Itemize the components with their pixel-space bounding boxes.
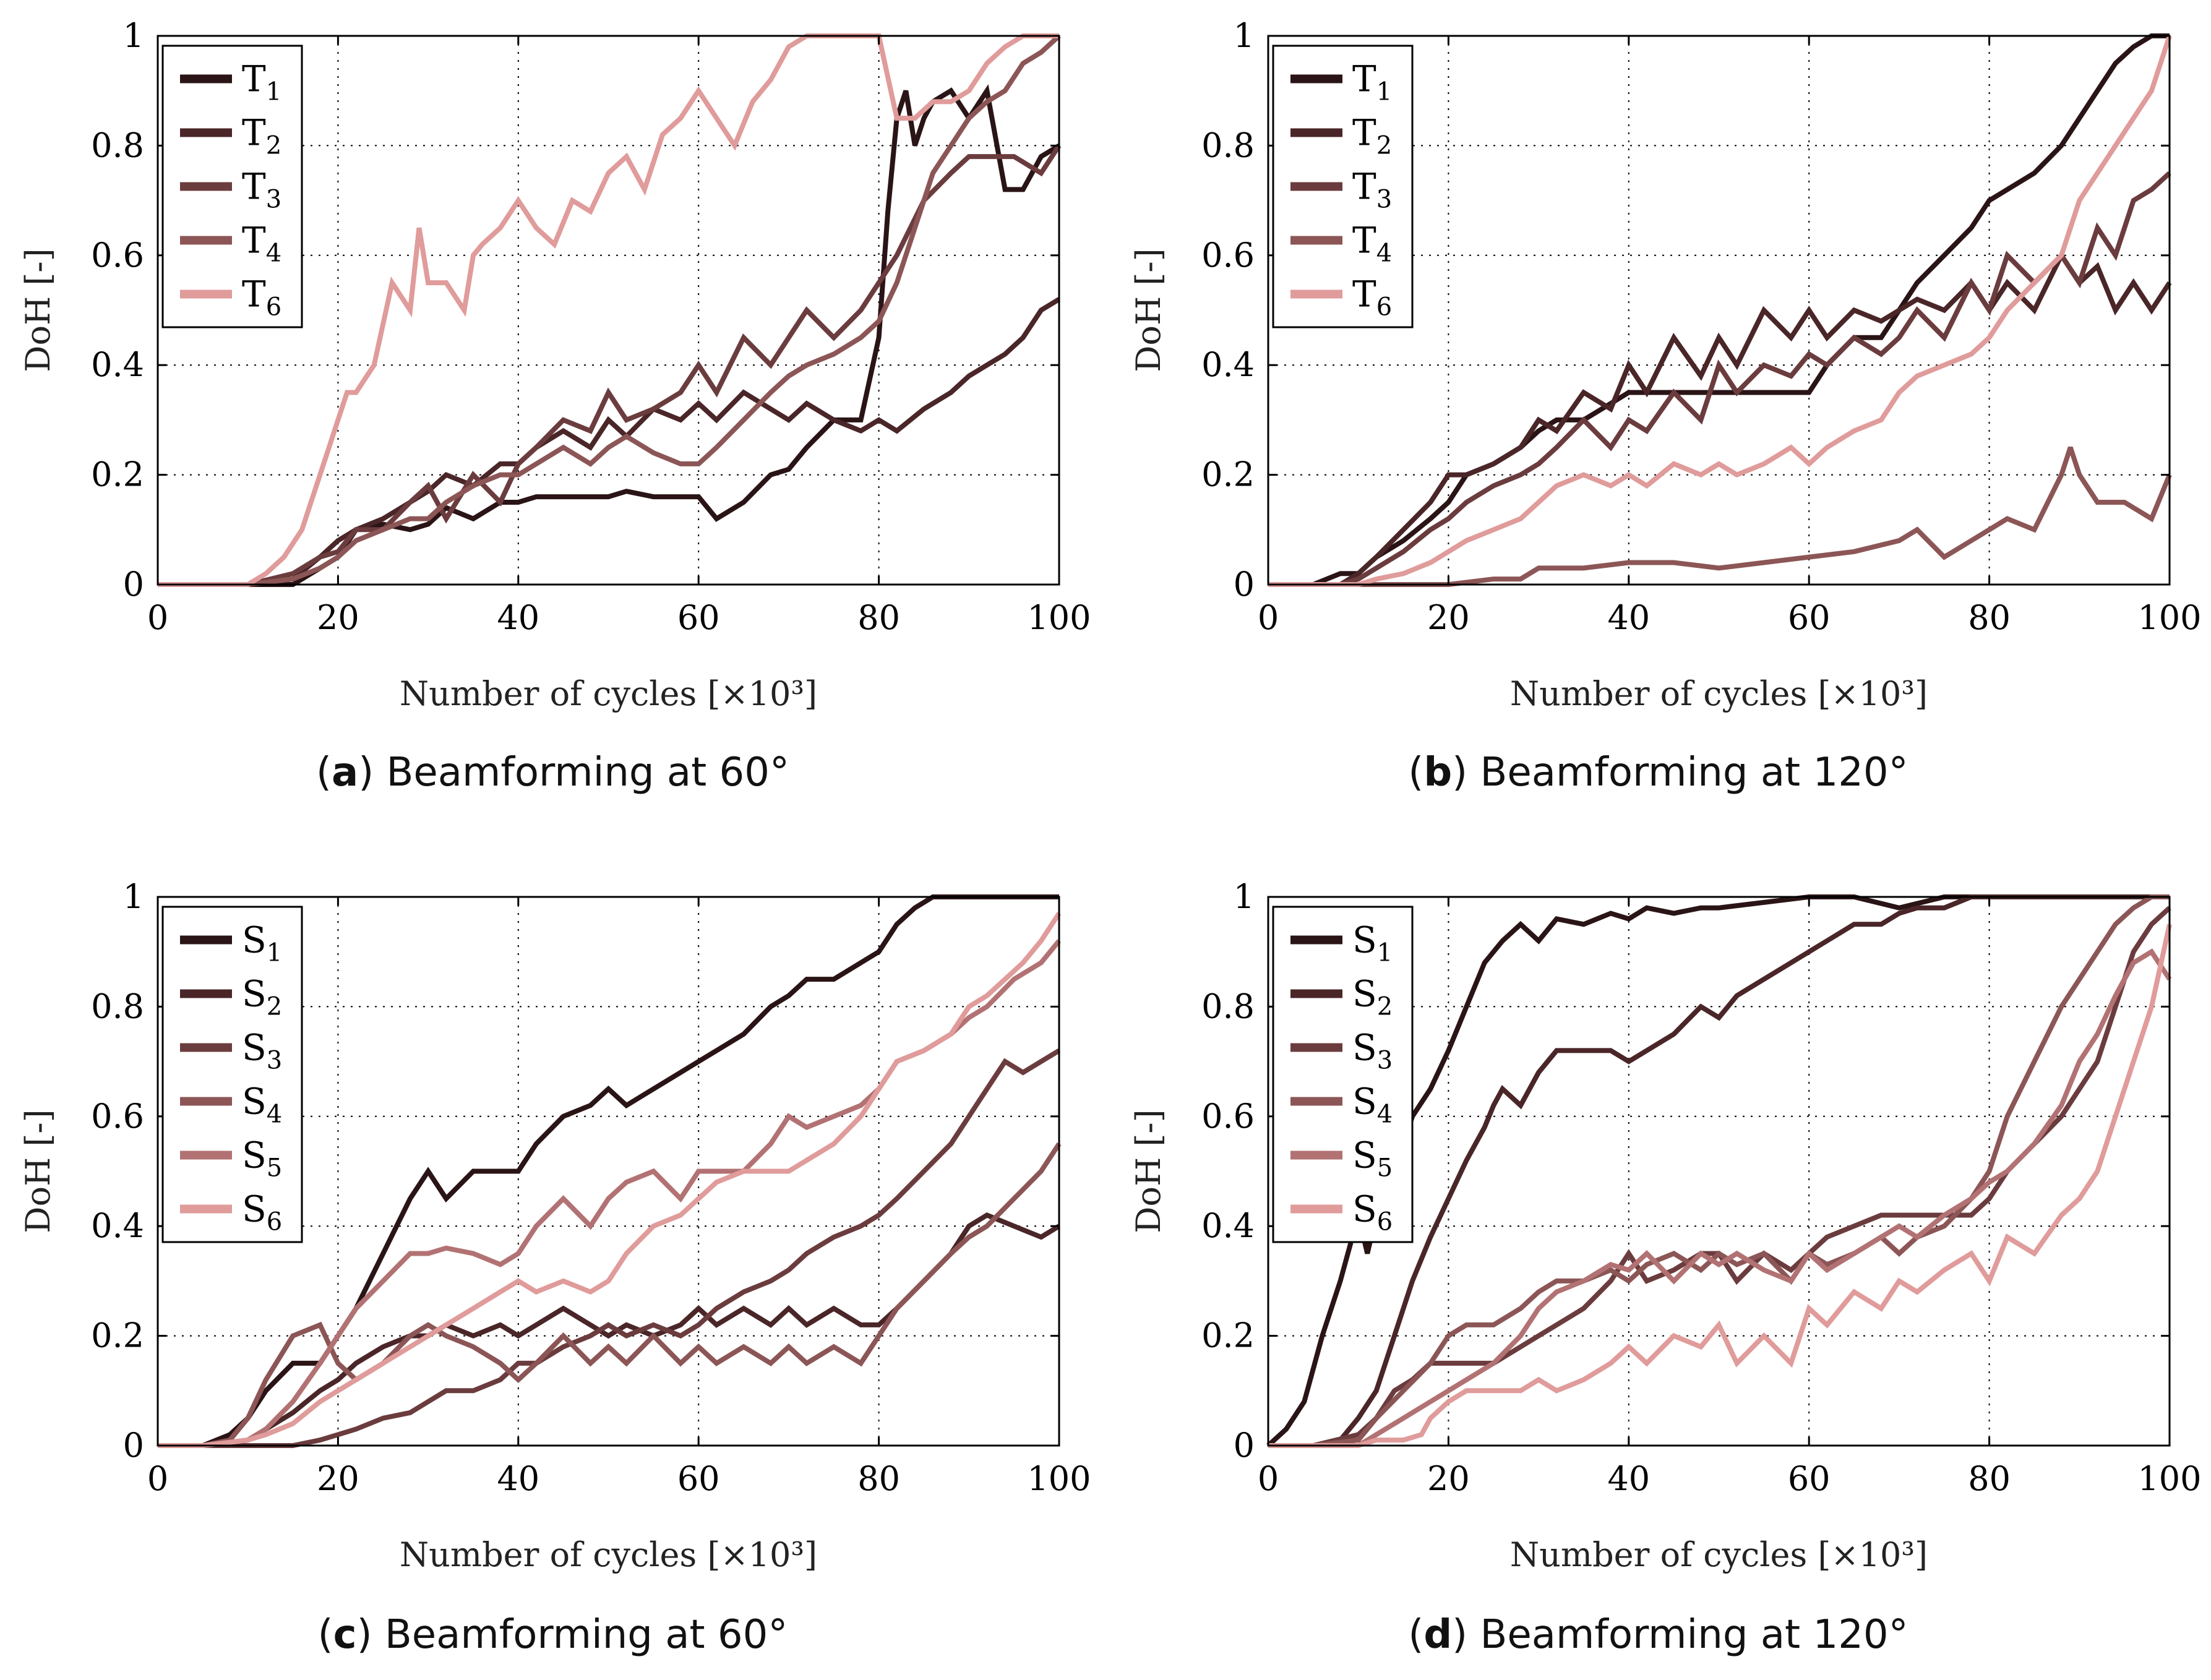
y-tick-label: 0.4 [91,345,144,384]
caption-d-label: d [1423,1612,1453,1658]
series-line-s3 [158,1048,1061,1448]
series-line-t2 [1268,250,2172,587]
x-tick-label: 80 [857,1459,900,1498]
x-tick-label: 60 [677,598,720,637]
caption-a: (a) Beamforming at 60° [316,750,789,795]
axes-frame [1267,896,2171,1447]
caption-c: (c) Beamforming at 60° [317,1612,788,1658]
y-tick-label: 0.4 [1201,1206,1255,1245]
caption-a-text: Beamforming at 60° [386,750,789,795]
chart-panel-a: 0 20 40 60 80 100 0 0.2 0.4 0.6 0.8 1 Number of cycl… [19,16,1091,713]
y-tick-label: 0 [123,1426,144,1465]
x-tick-label: 0 [1258,1459,1279,1498]
y-tick-label: 1 [123,16,144,55]
y-tick-label: 0.6 [91,236,144,275]
x-axis-label: Number of cycles [×10³] [1510,674,1928,713]
x-tick-label: 100 [2137,1459,2201,1498]
y-axis-label: DoH [-] [19,1109,58,1233]
y-tick-label: 1 [1234,16,1255,55]
y-tick-label: 0.8 [91,987,144,1026]
x-tick-label: 80 [857,598,900,637]
x-tick-label: 40 [497,1459,539,1498]
series-line-t6 [158,33,1059,587]
caption-b-label: b [1423,750,1453,795]
y-tick-label: 1 [1234,877,1255,916]
legend-box [161,906,303,1243]
x-tick-label: 0 [147,598,168,637]
y-tick-label: 0.4 [1201,345,1255,384]
y-axis-label: DoH [-] [1129,248,1168,372]
x-tick-label: 40 [1607,1459,1650,1498]
y-tick-label: 0 [1234,565,1255,604]
legend-label-t6: T6 [1352,273,1392,322]
x-tick-label: 100 [1027,1459,1091,1498]
y-tick-label: 0.2 [91,455,144,494]
x-tick-label: 20 [1427,1459,1470,1498]
axes-frame [157,35,1060,586]
x-tick-label: 80 [1968,598,2011,637]
series-line-t4 [1268,447,2172,587]
caption-b-text: Beamforming at 120° [1480,750,1908,795]
x-tick-label: 20 [1427,598,1470,637]
caption-b: (b) Beamforming at 120° [1408,750,1908,795]
y-tick-label: 0.6 [1201,236,1255,275]
y-tick-label: 0.2 [91,1316,144,1355]
x-tick-label: 40 [497,598,539,637]
caption-a-label: a [332,750,359,795]
series-line-s2 [158,1212,1061,1448]
axes-frame [157,896,1060,1447]
x-tick-label: 20 [317,598,359,637]
y-tick-label: 1 [123,877,144,916]
x-tick-label: 100 [2137,598,2201,637]
y-tick-label: 0.8 [1201,126,1255,165]
x-axis-label: Number of cycles [×10³] [1510,1535,1928,1574]
y-tick-label: 0 [1234,1426,1255,1465]
x-tick-label: 60 [677,1459,720,1498]
x-tick-label: 60 [1788,598,1831,637]
y-tick-label: 0.8 [1201,987,1255,1026]
series-line-t4 [158,34,1061,587]
series-line-s4 [158,1142,1062,1448]
x-axis-label: Number of cycles [×10³] [400,674,817,713]
y-tick-label: 0.4 [91,1206,144,1245]
x-tick-label: 100 [1027,598,1091,637]
y-tick-label: 0.6 [91,1097,144,1136]
y-tick-label: 0.2 [1201,455,1255,494]
caption-c-text: Beamforming at 60° [384,1612,788,1658]
chart-panel-b: 0 20 40 60 80 100 0 0.2 0.4 0.6 0.8 1 Number of cycl… [1129,16,2202,713]
y-tick-label: 0.6 [1201,1097,1255,1136]
caption-d: (d) Beamforming at 120° [1408,1612,1908,1658]
x-tick-label: 80 [1968,1459,2011,1498]
chart-panel-c: 0 20 40 60 80 100 0 0.2 0.4 0.6 0.8 1 Number of cycl… [19,877,1091,1574]
series-line-s6 [1268,924,2172,1448]
legend-label-t4: T4 [242,220,281,268]
caption-c-label: c [333,1612,357,1658]
axes-frame [1267,35,2171,586]
caption-d-text: Beamforming at 120° [1480,1612,1908,1658]
x-tick-label: 0 [1258,598,1279,637]
legend-label-s2: S2 [1352,973,1393,1021]
legend-box [1272,906,1414,1243]
legend-label-s4: S4 [1352,1081,1393,1129]
x-tick-label: 40 [1607,598,1650,637]
y-axis-label: DoH [-] [1129,1109,1168,1233]
x-tick-label: 0 [147,1459,168,1498]
x-tick-label: 20 [317,1459,359,1498]
y-tick-label: 0.2 [1201,1316,1255,1355]
x-axis-label: Number of cycles [×10³] [400,1535,817,1574]
x-tick-label: 60 [1788,1459,1831,1498]
y-tick-label: 0.8 [91,126,144,165]
series-line-s6 [158,912,1062,1448]
series-line-s2 [1268,894,2170,1448]
series-line-t6 [1268,35,2172,587]
series-line-s5 [1268,948,2172,1448]
y-axis-label: DoH [-] [19,248,58,372]
y-tick-label: 0 [123,565,144,604]
chart-panel-d: 0 20 40 60 80 100 0 0.2 0.4 0.6 0.8 1 Number of cycl… [1129,877,2202,1574]
